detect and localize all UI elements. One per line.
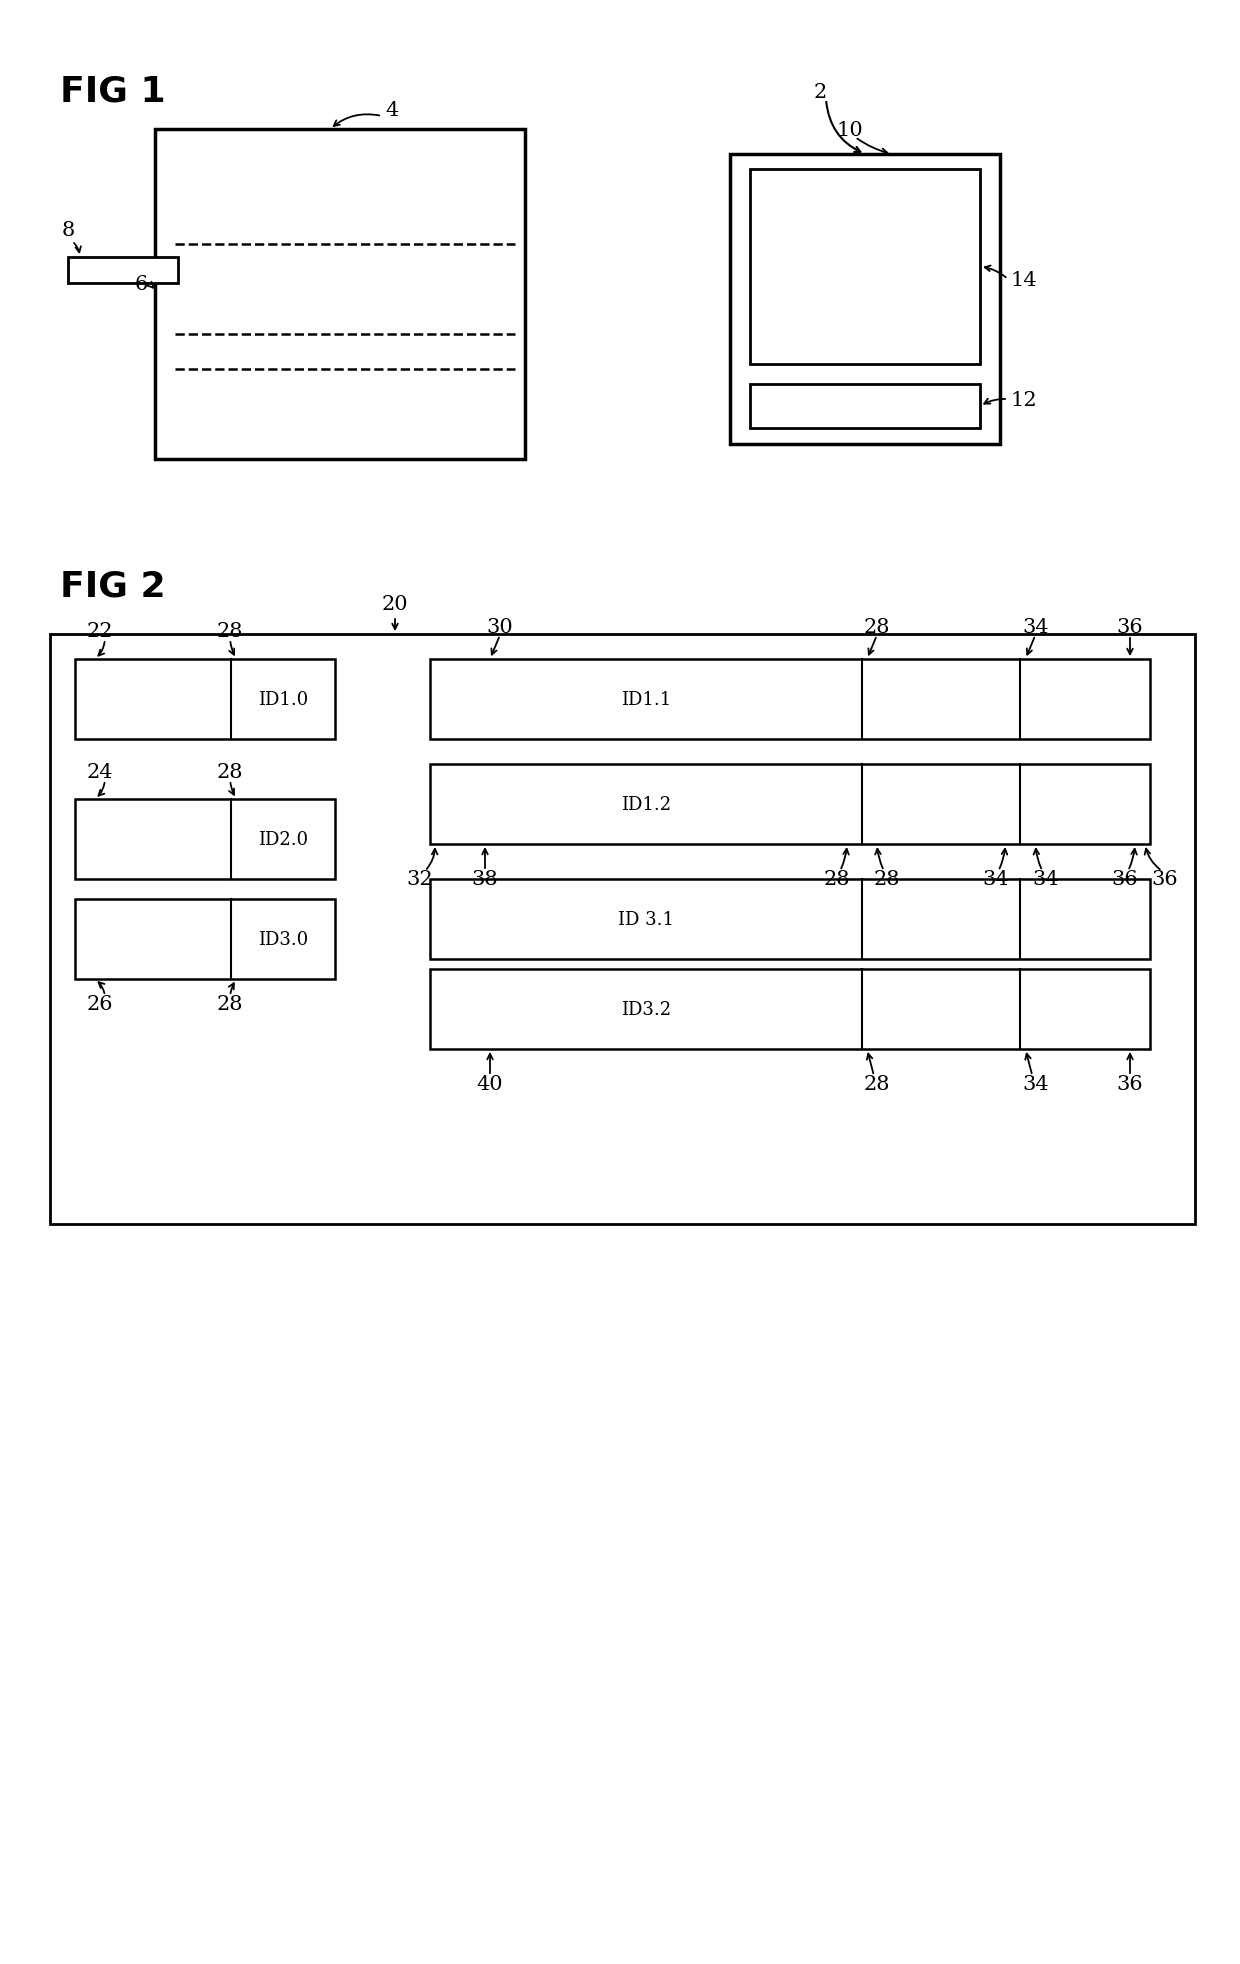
Text: 6: 6 [135,275,148,295]
Text: 12: 12 [1011,391,1037,409]
Text: 32: 32 [407,870,433,890]
Bar [74,799,335,880]
Text: 28: 28 [874,870,900,890]
Bar [68,257,179,285]
Text: 34: 34 [982,870,1008,890]
Text: 2: 2 [813,82,827,102]
Text: 28: 28 [217,996,243,1013]
Text: 20: 20 [382,595,408,615]
Text: 36: 36 [1112,870,1138,890]
Bar [430,970,1149,1049]
Bar [750,385,980,428]
Text: 28: 28 [217,623,243,640]
Text: 8: 8 [61,220,74,240]
Text: ID3.0: ID3.0 [258,931,308,949]
Bar [74,660,335,740]
Bar [430,660,1149,740]
Text: 24: 24 [87,764,113,782]
Text: 26: 26 [87,996,113,1013]
Text: 28: 28 [823,870,851,890]
Text: 38: 38 [471,870,498,890]
Bar [50,634,1195,1224]
Text: 4: 4 [384,100,398,120]
Text: 28: 28 [864,619,890,636]
Bar [750,171,980,365]
Bar [430,880,1149,960]
Text: 34: 34 [1022,1074,1049,1094]
Bar [155,130,525,460]
Text: ID 3.1: ID 3.1 [618,911,675,929]
Text: 28: 28 [217,764,243,782]
Text: 34: 34 [1022,619,1049,636]
Text: ID1.0: ID1.0 [258,691,308,709]
Text: 34: 34 [1032,870,1059,890]
Text: FIG 2: FIG 2 [60,570,166,603]
Text: 14: 14 [1011,271,1037,289]
Bar [730,155,999,444]
Text: 36: 36 [1117,1074,1143,1094]
Text: ID3.2: ID3.2 [621,1000,671,1019]
Text: FIG 1: FIG 1 [60,75,166,108]
Text: 10: 10 [837,120,863,139]
Text: ID1.1: ID1.1 [621,691,671,709]
Text: 40: 40 [476,1074,503,1094]
Text: ID1.2: ID1.2 [621,795,671,813]
Bar [430,764,1149,845]
Text: 28: 28 [864,1074,890,1094]
Text: ID2.0: ID2.0 [258,831,308,848]
Text: 36: 36 [1117,619,1143,636]
Bar [74,900,335,980]
Text: 30: 30 [486,619,513,636]
Text: 22: 22 [87,623,113,640]
Text: 36: 36 [1152,870,1178,890]
